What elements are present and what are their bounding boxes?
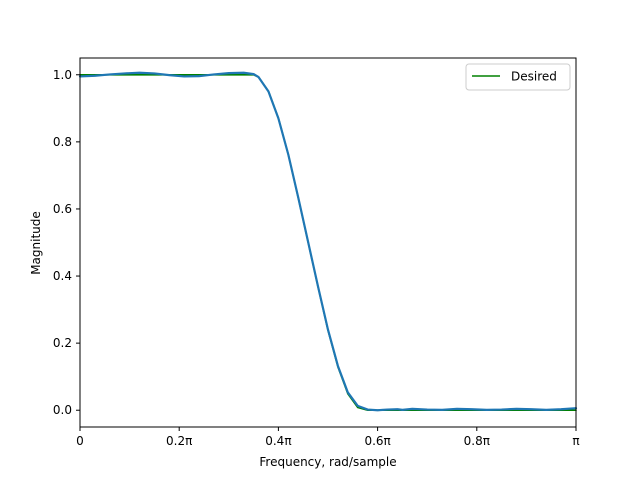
y-tick-label: 0.6: [53, 202, 72, 216]
y-tick-label: 0.4: [53, 269, 72, 283]
y-axis: 0.0 0.2 0.4 0.6 0.8 1.0: [53, 68, 80, 417]
legend-label: Desired: [511, 70, 557, 84]
x-tick-label: 0.6π: [364, 434, 390, 448]
y-tick-label: 0.8: [53, 135, 72, 149]
y-tick-label: 1.0: [53, 68, 72, 82]
y-axis-label: Magnitude: [29, 211, 43, 275]
plot-lines: [78, 71, 578, 412]
plot-frame: [79, 57, 577, 428]
y-tick-label: 0.2: [53, 336, 72, 350]
legend: Desired: [465, 63, 571, 91]
series-line-response: [78, 71, 578, 412]
x-tick-label: 0: [76, 434, 84, 448]
x-tick-label: π: [572, 434, 579, 448]
y-tick-label: 0.0: [53, 403, 72, 417]
x-axis-label: Frequency, rad/sample: [259, 455, 396, 469]
x-tick-label: 0.2π: [166, 434, 192, 448]
x-tick-label: 0.4π: [265, 434, 291, 448]
x-axis: 0 0.2π 0.4π 0.6π 0.8π π: [76, 427, 580, 448]
legend-box: [465, 63, 571, 91]
x-tick-label: 0.8π: [464, 434, 490, 448]
